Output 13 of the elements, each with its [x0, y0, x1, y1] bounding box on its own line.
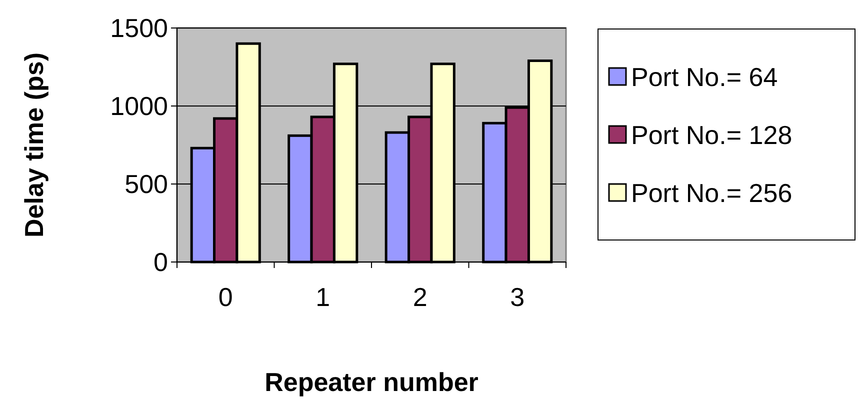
legend-label: Port No.= 256 [631, 178, 792, 208]
x-tick-label: 1 [316, 282, 330, 312]
y-tick-label: 0 [154, 247, 168, 278]
y-tick-label: 500 [124, 169, 168, 200]
legend-label: Port No.= 64 [631, 62, 778, 92]
y-tick-label: 1000 [110, 91, 168, 122]
y-axis-title: Delay time (ps) [19, 52, 49, 238]
y-tick-label: 1500 [110, 13, 168, 44]
x-tick-label: 3 [510, 282, 525, 312]
x-tick-label: 2 [412, 282, 428, 312]
legend-label: Port No.= 128 [631, 120, 792, 150]
x-tick-label: 0 [218, 282, 233, 312]
x-axis-title: Repeater number [264, 367, 478, 397]
